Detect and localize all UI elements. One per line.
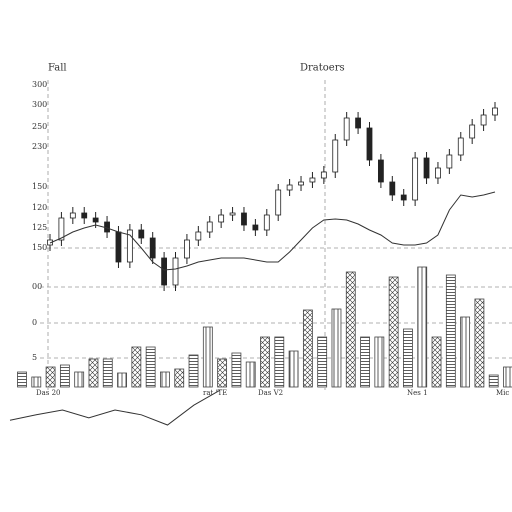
bar <box>145 346 156 388</box>
candle-body <box>92 217 99 223</box>
candle-body <box>389 181 396 196</box>
candle-body <box>355 117 361 129</box>
candle-body <box>412 157 419 201</box>
bar <box>431 336 442 388</box>
bar <box>88 358 99 388</box>
bar <box>31 376 42 388</box>
bar <box>374 336 385 388</box>
bar <box>45 366 56 388</box>
candle-body <box>149 237 156 259</box>
candle-body <box>58 217 65 241</box>
bar <box>131 346 142 388</box>
y-label: 250 <box>32 122 47 131</box>
candle-body <box>457 137 464 156</box>
candle-body <box>469 124 476 139</box>
candle-body <box>446 154 453 169</box>
y-label: 125 <box>32 223 47 232</box>
x-label: Nes 1 <box>407 389 428 397</box>
candle-body <box>435 167 441 179</box>
bar <box>217 358 228 388</box>
bar <box>17 371 27 388</box>
candle-body <box>298 181 304 186</box>
bar <box>417 266 428 388</box>
bar <box>188 354 199 388</box>
candle-body <box>184 239 190 259</box>
candle-body <box>377 159 384 183</box>
bar <box>102 358 113 388</box>
bar <box>160 371 170 388</box>
candle-body <box>286 184 293 191</box>
x-label: Das V2 <box>258 389 283 397</box>
x-label: Mic <box>496 389 509 397</box>
candle-body <box>138 229 145 239</box>
y-label: 300 <box>32 100 47 109</box>
y-label: 0 <box>32 318 37 327</box>
bar <box>245 361 256 388</box>
bar <box>488 374 499 388</box>
candle-body <box>275 189 282 216</box>
bar <box>302 309 313 388</box>
line <box>9 389 221 426</box>
bar <box>174 368 185 388</box>
candle-body <box>218 214 225 223</box>
bar <box>59 364 70 388</box>
bar <box>331 308 342 388</box>
y-label: 150 <box>32 182 47 191</box>
bar <box>460 316 471 388</box>
candle-body <box>480 114 487 126</box>
candle-body <box>400 194 407 201</box>
y-label: 5 <box>32 353 37 362</box>
bar <box>74 371 85 388</box>
candle-body <box>241 212 247 226</box>
bar <box>274 336 285 388</box>
chart-title: Fall <box>48 63 67 74</box>
bar <box>117 372 127 388</box>
x-label: Das 20 <box>36 389 61 397</box>
bar <box>503 366 512 388</box>
candle-body <box>206 221 213 233</box>
y-label: 00 <box>32 282 42 291</box>
y-label: 150 <box>32 243 47 252</box>
bar <box>288 350 299 388</box>
candle-body <box>126 229 133 263</box>
candle-body <box>252 224 259 231</box>
candle-body <box>309 177 316 183</box>
average-line <box>49 191 496 271</box>
y-label: 300 <box>32 80 47 89</box>
bar <box>388 276 399 388</box>
y-label: 230 <box>32 142 47 151</box>
candle-body <box>320 171 327 179</box>
bar <box>474 298 485 388</box>
bar <box>317 336 328 388</box>
bar <box>202 326 213 388</box>
bar <box>231 352 242 388</box>
candle-body <box>115 231 122 263</box>
candle-body <box>161 257 168 286</box>
candle-body <box>195 231 202 241</box>
candle-body <box>104 221 110 233</box>
candle-body <box>69 212 76 219</box>
candle-body <box>229 212 236 216</box>
candle-body <box>81 212 88 219</box>
bar <box>345 271 356 388</box>
candle-body <box>492 107 498 116</box>
candle-body <box>366 127 373 161</box>
bar <box>260 336 270 388</box>
bar <box>403 328 413 388</box>
candle-body <box>172 257 179 286</box>
bar <box>360 336 370 388</box>
chart-subtitle: Dratoers <box>300 63 345 74</box>
candle-body <box>332 139 339 173</box>
candle-body <box>263 214 270 231</box>
candle-body <box>343 117 350 141</box>
y-label: 120 <box>32 203 47 212</box>
candle-body <box>423 157 430 179</box>
bar <box>445 274 456 388</box>
